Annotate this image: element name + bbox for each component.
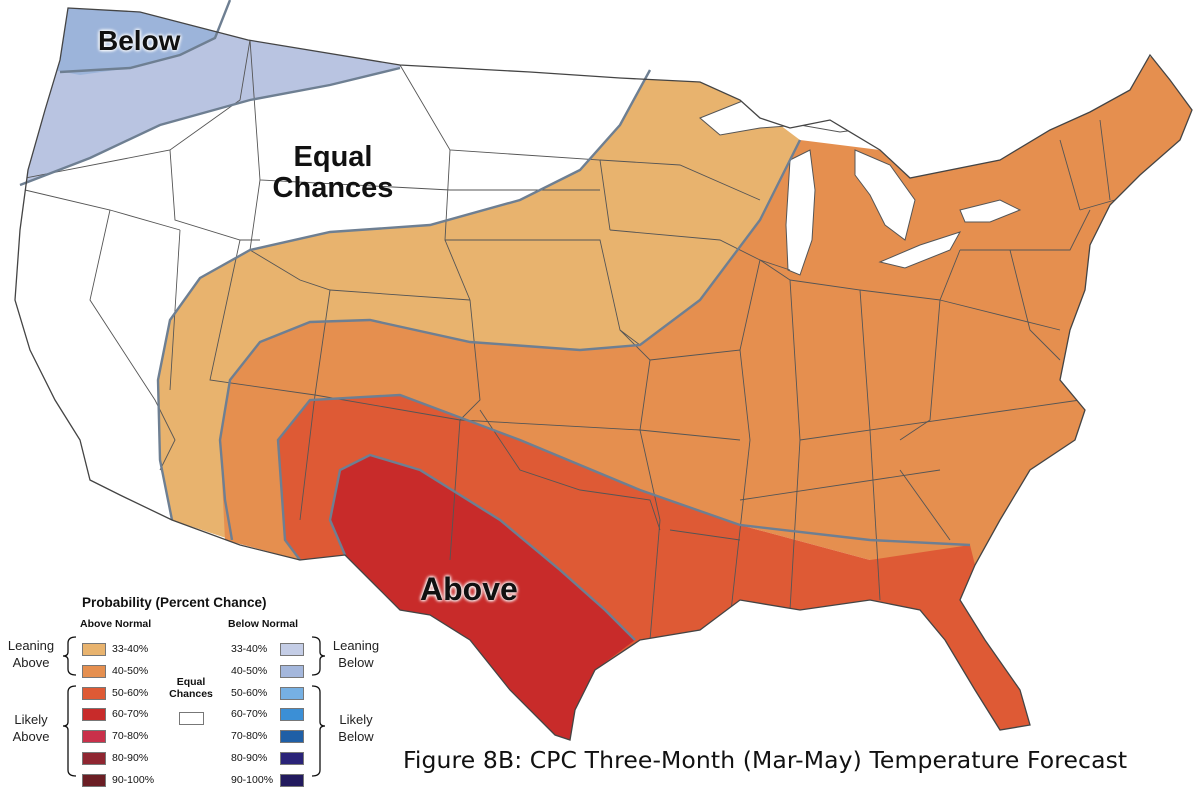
below-legend-swatch [280, 752, 304, 765]
below-legend-swatch [280, 664, 304, 678]
above-legend-row: 60-70% [0, 708, 400, 724]
legend-header-below: Below Normal [228, 618, 299, 630]
above-legend-label: 50-60% [112, 686, 149, 699]
above-legend-swatch [82, 664, 106, 678]
above-legend-row: 70-80% [0, 730, 400, 746]
legend-equal-chances-line2: Chances [169, 688, 213, 701]
below-legend-label: 40-50% [231, 664, 268, 677]
above-legend-row: 80-90% [0, 752, 400, 768]
legend-equal-chances-swatch [179, 712, 204, 725]
above-legend-swatch [82, 752, 106, 765]
below-legend-row: 70-80% [0, 730, 400, 746]
below-legend-label: 90-100% [231, 773, 274, 786]
leaning-above-region [158, 70, 800, 540]
legend-leaning-above-line2: Above [12, 654, 50, 670]
below-legend-swatch [280, 643, 304, 656]
above-60-70-region [330, 455, 635, 740]
below-legend-label: 80-90% [231, 752, 268, 764]
legend-likely-above-line2: Above [12, 728, 50, 744]
probability-contours [19, 0, 971, 641]
legend-leaning-above: Leaning Above [2, 638, 60, 672]
above-legend-label: 40-50% [112, 664, 149, 677]
state-boundaries [15, 39, 1151, 641]
above-legend-label: 80-90% [112, 752, 149, 764]
region-label-above: Above [420, 571, 518, 607]
legend-leaning-below-line1: Leaning [332, 638, 380, 653]
above-legend-label: 60-70% [112, 708, 149, 721]
below-legend-label: 60-70% [231, 708, 268, 721]
legend-likely-below-line1: Likely [339, 712, 373, 727]
legend: Probability (Percent Chance) Above Norma… [0, 590, 400, 787]
above-legend-row: 90-100% [0, 773, 400, 790]
above-legend-row: 50-60% [0, 686, 400, 703]
below-legend-row: 33-40% [0, 643, 400, 659]
above-legend-swatch [82, 730, 106, 744]
legend-leaning-below: Leaning Below [326, 638, 386, 672]
above-legend-label: 90-100% [112, 773, 155, 786]
legend-title: Probability (Percent Chance) [82, 595, 267, 610]
lake-michigan [785, 149, 816, 276]
below-legend-row: 90-100% [0, 773, 400, 790]
below-legend-label: 70-80% [231, 730, 268, 743]
legend-brackets [62, 636, 326, 777]
legend-equal-chances-line1: Equal [176, 676, 206, 688]
above-legend-label: 70-80% [112, 730, 149, 743]
below-legend-swatch [280, 730, 304, 744]
below-legend-row: 40-50% [0, 664, 400, 681]
legend-likely-below-line2: Below [338, 728, 374, 744]
below-legend-row: 60-70% [0, 708, 400, 724]
region-label-equal-line2: Chances [272, 172, 394, 205]
above-legend-swatch [82, 686, 106, 700]
legend-likely-below: Likely Below [326, 712, 386, 746]
below-legend-label: 33-40% [231, 643, 268, 655]
below-legend-row: 80-90% [0, 752, 400, 768]
bracket-likely-above [62, 685, 77, 777]
below-legend-swatch [280, 686, 304, 700]
lake-huron [854, 149, 916, 241]
legend-header-above: Above Normal [80, 618, 152, 630]
lake-ontario [959, 199, 1022, 223]
below-legend-row: 50-60% [0, 686, 400, 703]
above-legend-swatch [82, 643, 106, 656]
below-legend-swatch [280, 708, 304, 722]
region-label-equal-chances: Equal Chances [258, 141, 408, 205]
bracket-leaning-above [62, 636, 77, 676]
bracket-leaning-below [311, 636, 326, 676]
legend-likely-above-line1: Likely [14, 712, 48, 727]
below-legend-label: 50-60% [231, 686, 268, 699]
above-legend-row: 33-40% [0, 643, 400, 659]
bracket-likely-below [311, 685, 326, 777]
region-label-equal-line1: Equal [293, 141, 373, 173]
above-legend-row: 40-50% [0, 664, 400, 681]
legend-equal-chances-label: Equal Chances [166, 676, 216, 700]
legend-leaning-below-line2: Below [338, 654, 374, 670]
figure-caption: Figure 8B: CPC Three-Month (Mar-May) Tem… [403, 746, 1128, 774]
lake-erie [878, 231, 962, 269]
above-40-50-region [220, 40, 1192, 740]
above-legend-label: 33-40% [112, 643, 149, 655]
region-label-below: Below [98, 25, 181, 56]
legend-leaning-above-line1: Leaning [7, 638, 55, 653]
above-legend-swatch [82, 708, 106, 722]
legend-likely-above: Likely Above [2, 712, 60, 746]
